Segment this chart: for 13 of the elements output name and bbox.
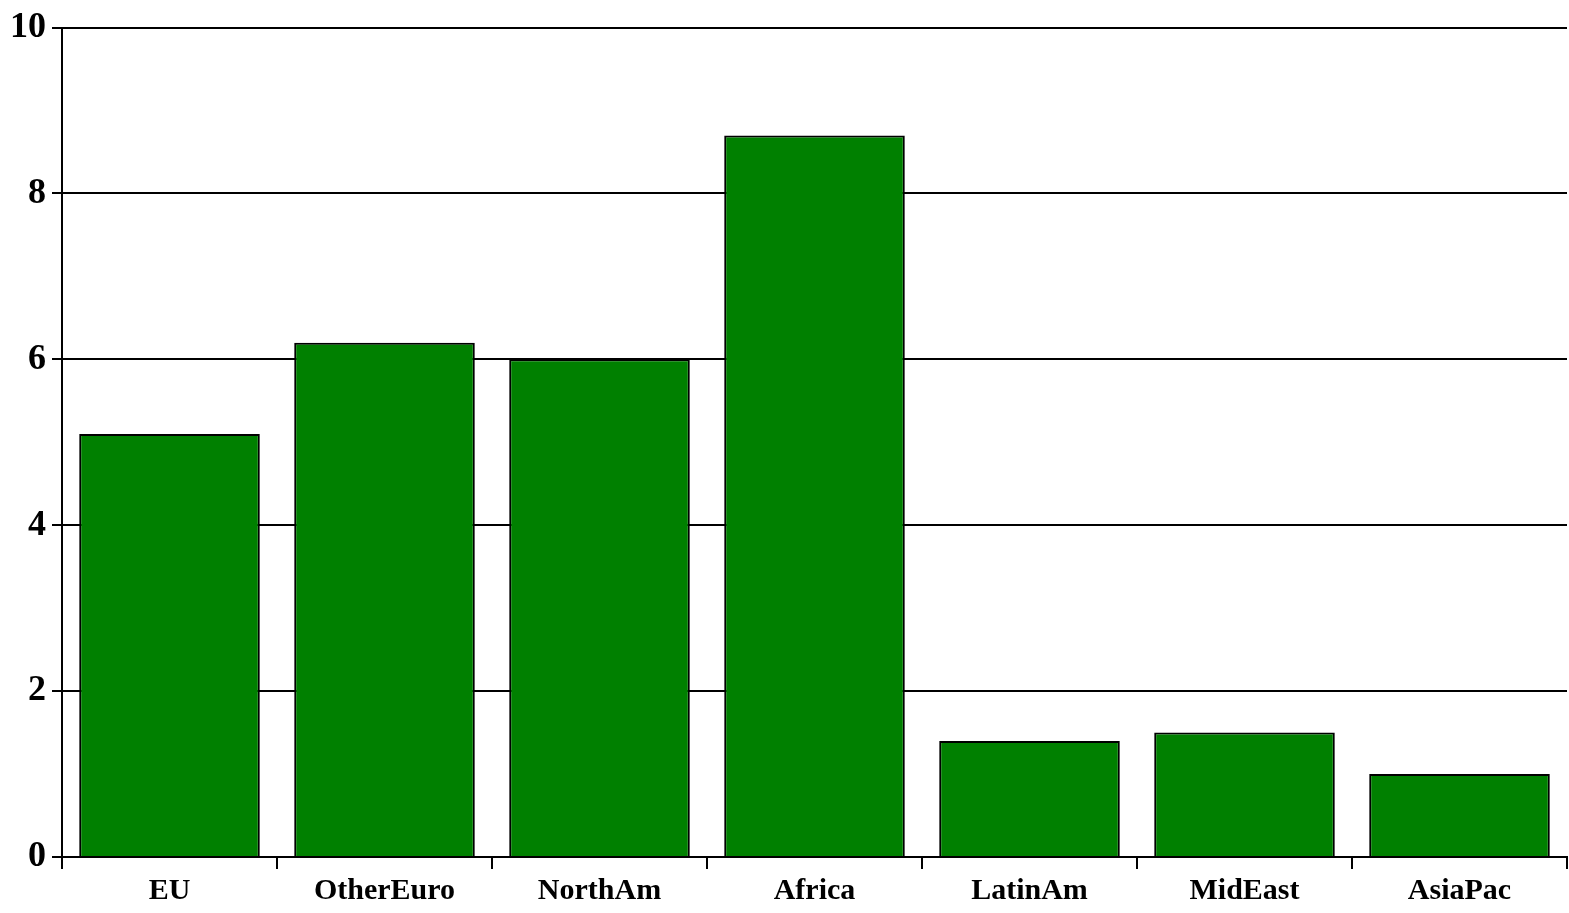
y-tick-label: 4: [28, 502, 46, 543]
y-tick-label: 8: [28, 170, 46, 211]
y-tick-label: 0: [28, 834, 46, 875]
x-tick-label: MidEast: [1189, 871, 1300, 905]
x-tick-label: OtherEuro: [313, 871, 456, 905]
x-tick-label: Africa: [773, 871, 856, 905]
x-tick-label: AsiaPac: [1407, 871, 1512, 905]
x-tick-label: NorthAm: [537, 871, 662, 905]
x-tick-label: EU: [148, 871, 191, 905]
x-tick-label: LatinAm: [971, 871, 1088, 905]
y-tick-label: 2: [28, 668, 46, 709]
y-tick-label: 6: [28, 336, 46, 377]
y-tick-label: 10: [10, 4, 46, 45]
